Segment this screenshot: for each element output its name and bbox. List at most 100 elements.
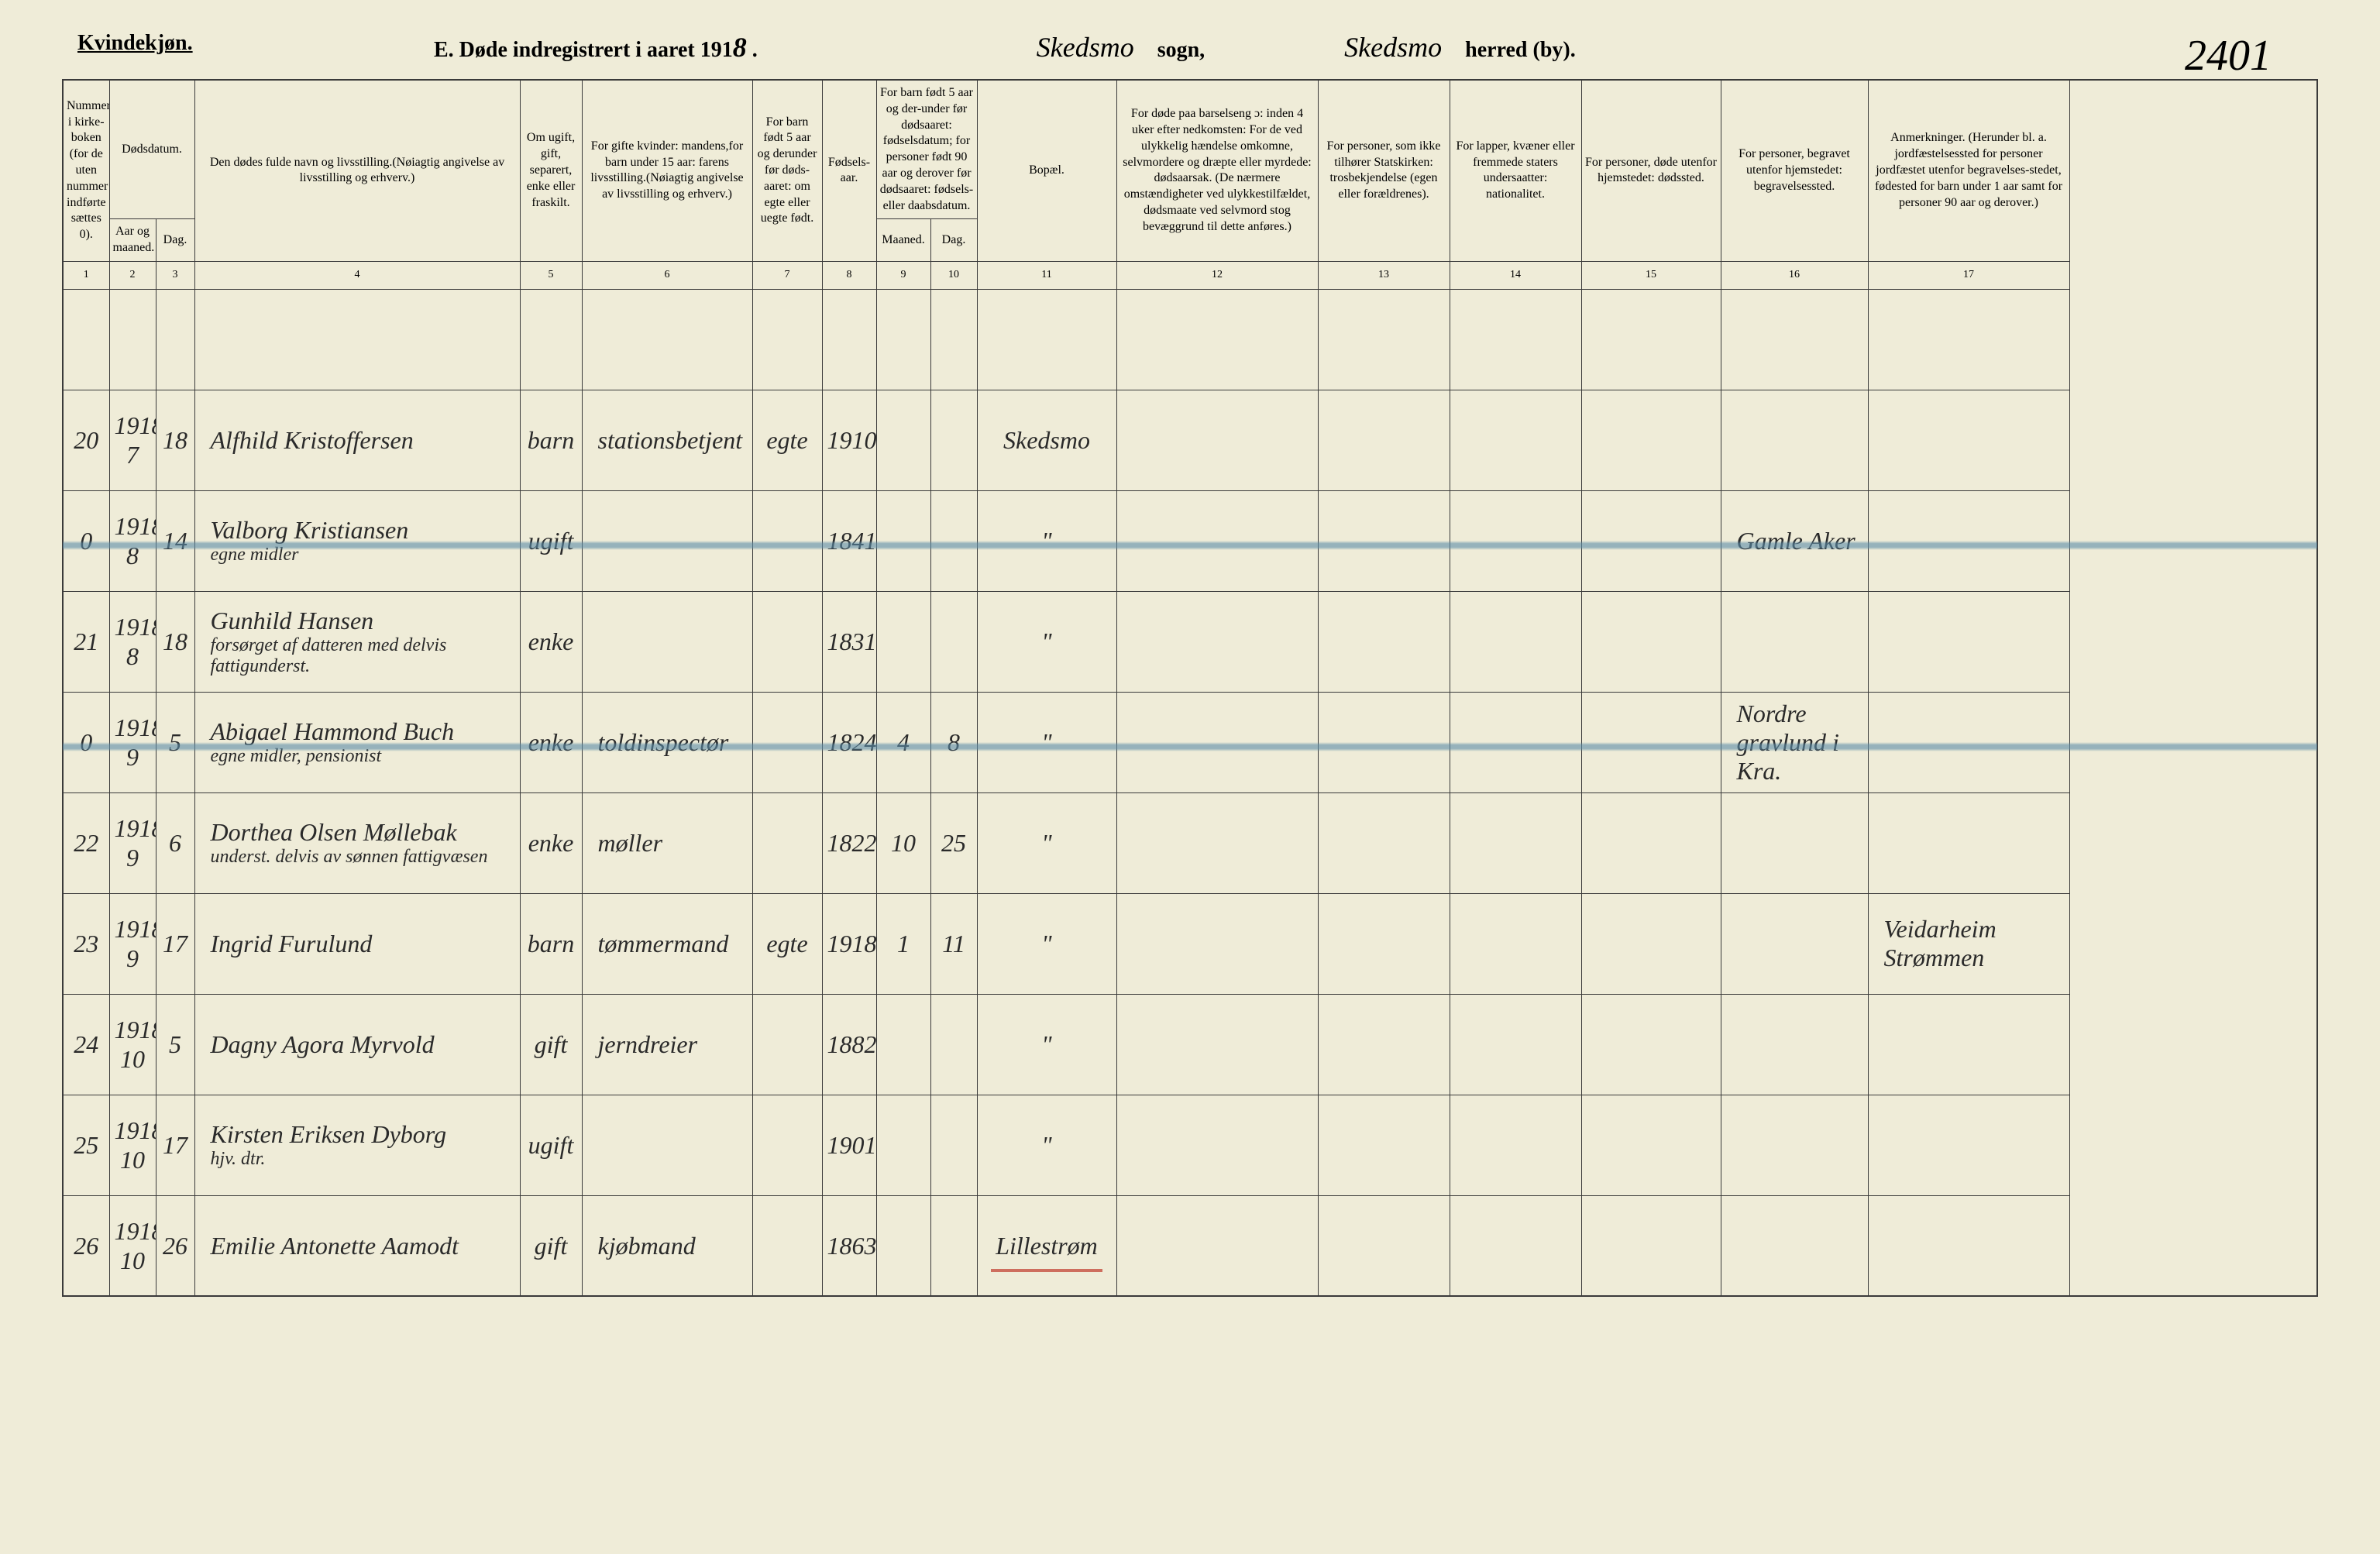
cell-egte: egte [752, 893, 822, 994]
cell-egte [752, 792, 822, 893]
cell-c16: Gamle Aker [1721, 490, 1868, 591]
cell-egte: egte [752, 390, 822, 490]
cell-spouse: toldinspectør [582, 692, 752, 792]
cell-day: 17 [156, 1095, 194, 1195]
col-11-header: Bopæl. [977, 80, 1116, 261]
cell-day: 14 [156, 490, 194, 591]
cell-birth-day [930, 390, 977, 490]
cell-c12 [1116, 893, 1318, 994]
table-row: 201918718Alfhild Kristoffersenbarnstatio… [63, 390, 2317, 490]
col-2-3-top: Dødsdatum. [109, 80, 194, 219]
col-5-header: Om ugift, gift, separert, enke eller fra… [520, 80, 582, 261]
table-row: 01918814Valborg Kristiansenegne midlerug… [63, 490, 2317, 591]
cell-c17: Veidarheim Strømmen [1868, 893, 2069, 994]
cell-birth-month [876, 591, 930, 692]
cell-num: 25 [63, 1095, 109, 1195]
cell-year-month: 19189 [109, 792, 156, 893]
cell-c13 [1318, 792, 1450, 893]
cell-status: gift [520, 1195, 582, 1296]
cell-c12 [1116, 792, 1318, 893]
cell-c15 [1581, 792, 1721, 893]
cell-c12 [1116, 591, 1318, 692]
cell-c16 [1721, 893, 1868, 994]
cell-bopel: " [977, 591, 1116, 692]
cell-name: Alfhild Kristoffersen [194, 390, 520, 490]
cell-c17 [1868, 591, 2069, 692]
cell-c17 [1868, 390, 2069, 490]
cell-bopel: Lillestrøm [977, 1195, 1116, 1296]
col-14-header: For lapper, kvæner eller fremmede stater… [1450, 80, 1581, 261]
cell-bopel: " [977, 792, 1116, 893]
cell-c13 [1318, 591, 1450, 692]
cell-birth-month [876, 1095, 930, 1195]
cell-num: 0 [63, 490, 109, 591]
cell-day: 26 [156, 1195, 194, 1296]
cell-num: 22 [63, 792, 109, 893]
cell-num: 24 [63, 994, 109, 1095]
cell-status: barn [520, 390, 582, 490]
cell-c12 [1116, 390, 1318, 490]
cell-c12 [1116, 1095, 1318, 1195]
blank-row [63, 289, 2317, 390]
cell-egte [752, 1095, 822, 1195]
cell-birthyear: 1831 [822, 591, 876, 692]
cell-status: enke [520, 692, 582, 792]
cell-c15 [1581, 390, 1721, 490]
herred-value: Skedsmo [1344, 31, 1442, 64]
cell-birth-day: 8 [930, 692, 977, 792]
sogn-value: Skedsmo [1037, 31, 1134, 64]
col-7-header: For barn født 5 aar og derunder før døds… [752, 80, 822, 261]
cell-birth-month: 1 [876, 893, 930, 994]
cell-bopel: " [977, 994, 1116, 1095]
cell-birthyear: 1882 [822, 994, 876, 1095]
cell-c15 [1581, 1195, 1721, 1296]
cell-num: 0 [63, 692, 109, 792]
cell-year-month: 19189 [109, 893, 156, 994]
cell-c14 [1450, 490, 1581, 591]
cell-c16 [1721, 994, 1868, 1095]
cell-birthyear: 1822 [822, 792, 876, 893]
cell-c17 [1868, 1095, 2069, 1195]
cell-birth-day [930, 490, 977, 591]
cell-name: Emilie Antonette Aamodt [194, 1195, 520, 1296]
page-number: 2401 [2185, 31, 2272, 81]
cell-name: Ingrid Furulund [194, 893, 520, 994]
cell-status: enke [520, 792, 582, 893]
cell-num: 21 [63, 591, 109, 692]
cell-c16 [1721, 1195, 1868, 1296]
title-main: E. Døde indregistrert i aaret 1918 . [434, 31, 758, 64]
cell-c15 [1581, 692, 1721, 792]
cell-c17 [1868, 792, 2069, 893]
cell-birth-day [930, 994, 977, 1095]
cell-c12 [1116, 490, 1318, 591]
col-17-header: Anmerkninger. (Herunder bl. a. jordfæste… [1868, 80, 2069, 261]
table-head: Nummer i kirke-boken (for de uten nummer… [63, 80, 2317, 289]
cell-birth-day [930, 1195, 977, 1296]
cell-day: 5 [156, 994, 194, 1095]
cell-birth-month: 10 [876, 792, 930, 893]
register-table: Nummer i kirke-boken (for de uten nummer… [62, 79, 2318, 1297]
col-16-header: For personer, begravet utenfor hjemstede… [1721, 80, 1868, 261]
table-row: 231918917Ingrid Furulundbarntømmermandeg… [63, 893, 2317, 994]
cell-birthyear: 1863 [822, 1195, 876, 1296]
cell-spouse [582, 591, 752, 692]
cell-birth-month: 4 [876, 692, 930, 792]
cell-birthyear: 1824 [822, 692, 876, 792]
col-9-header: Maaned. [876, 219, 930, 262]
cell-birth-month [876, 994, 930, 1095]
col-8-header: Fødsels-aar. [822, 80, 876, 261]
cell-c17 [1868, 692, 2069, 792]
cell-birthyear: 1841 [822, 490, 876, 591]
table-row: 22191896Dorthea Olsen Møllebakunderst. d… [63, 792, 2317, 893]
cell-c15 [1581, 893, 1721, 994]
column-number-row: 1 2 3 4 5 6 7 8 9 10 11 12 13 14 15 16 1… [63, 261, 2317, 289]
cell-bopel: " [977, 490, 1116, 591]
col-10-header: Dag. [930, 219, 977, 262]
cell-year-month: 19187 [109, 390, 156, 490]
cell-c13 [1318, 893, 1450, 994]
cell-c13 [1318, 490, 1450, 591]
cell-birthyear: 1910 [822, 390, 876, 490]
cell-status: ugift [520, 490, 582, 591]
herred-label: herred (by). [1465, 38, 1576, 63]
cell-birthyear: 1901 [822, 1095, 876, 1195]
